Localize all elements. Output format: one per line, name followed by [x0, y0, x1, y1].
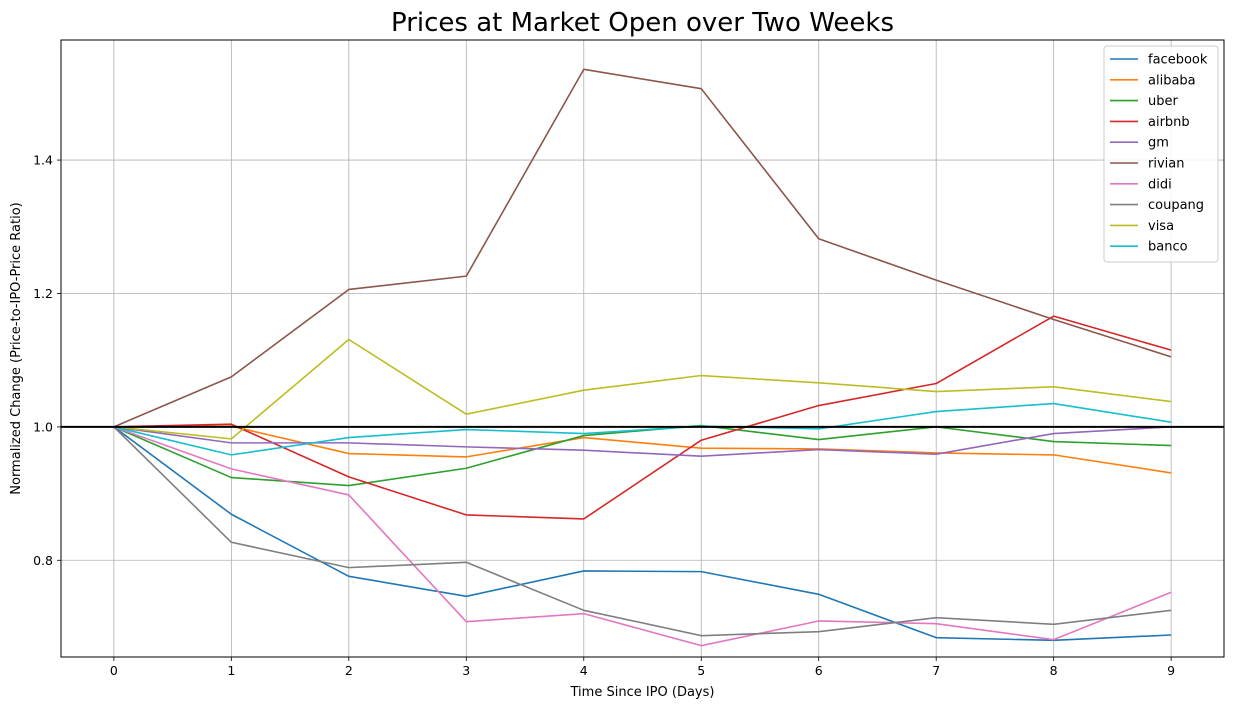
y-tick-label: 1.2 [33, 286, 53, 301]
x-tick-label: 6 [815, 663, 823, 678]
y-tick-label: 1.0 [33, 419, 53, 434]
x-tick-label: 0 [110, 663, 118, 678]
legend: facebook alibaba uber airbnb gm rivian didi cou… [1103, 45, 1219, 263]
series-line-rivian [113, 68, 1172, 428]
legend-label-coupang: coupang [1148, 198, 1204, 213]
legend-label-didi: didi [1148, 177, 1172, 192]
series-line-didi [113, 426, 1172, 647]
series-line-visa [113, 338, 1172, 440]
series-line-airbnb [113, 315, 1172, 520]
legend-label-rivian: rivian [1148, 157, 1184, 172]
series-line-uber [113, 424, 1172, 487]
legend-label-gm: gm [1148, 136, 1169, 151]
legend-label-facebook: facebook [1148, 53, 1208, 68]
y-axis-ticks: 0.8 1.0 1.2 1.4 [33, 153, 61, 568]
chart-title: Prices at Market Open over Two Weeks [391, 8, 894, 38]
legend-label-uber: uber [1148, 94, 1178, 109]
series-line-gm [113, 426, 1172, 458]
x-tick-label: 2 [345, 663, 353, 678]
x-tick-label: 1 [227, 663, 235, 678]
y-axis-label: Normalized Change (Price-to-IPO-Price Ra… [9, 202, 24, 494]
series-line-banco [113, 402, 1172, 456]
legend-label-banco: banco [1148, 240, 1188, 255]
series-line-alibaba [113, 425, 1172, 474]
x-tick-label: 7 [932, 663, 940, 678]
series-line-coupang [113, 426, 1172, 637]
series-line-facebook [113, 426, 1172, 642]
x-tick-label: 9 [1167, 663, 1175, 678]
x-axis-ticks: 0 1 2 3 4 5 6 7 8 9 [110, 657, 1175, 678]
x-tick-label: 8 [1050, 663, 1058, 678]
x-tick-label: 4 [580, 663, 588, 678]
plot-area-frame [60, 39, 1225, 658]
y-tick-label: 0.8 [33, 553, 53, 568]
x-axis-label: Time Since IPO (Days) [570, 685, 715, 700]
series-lines [113, 68, 1172, 647]
x-tick-label: 5 [697, 663, 705, 678]
x-tick-label: 3 [462, 663, 470, 678]
legend-label-alibaba: alibaba [1148, 73, 1196, 88]
legend-label-visa: visa [1148, 219, 1174, 234]
grid-lines [61, 40, 1224, 657]
legend-label-airbnb: airbnb [1148, 115, 1190, 130]
y-tick-label: 1.4 [33, 153, 53, 168]
